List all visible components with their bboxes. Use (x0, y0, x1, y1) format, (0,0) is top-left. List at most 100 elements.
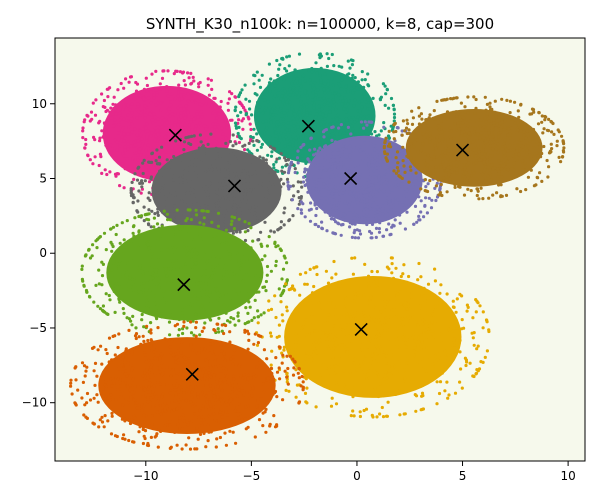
cluster-point (269, 269, 273, 273)
cluster-point (389, 208, 394, 212)
cluster-point (287, 64, 291, 68)
cluster-point (235, 168, 239, 172)
cluster-point (299, 208, 303, 212)
cluster-point (395, 166, 399, 170)
cluster-point (400, 183, 404, 187)
cluster-point (301, 123, 305, 127)
cluster-point (152, 145, 156, 149)
cluster-point (520, 159, 525, 163)
cluster-point (506, 160, 510, 164)
cluster-point (515, 140, 519, 144)
cluster-point (456, 121, 460, 125)
cluster-point (388, 379, 392, 383)
cluster-point (293, 340, 297, 344)
cluster-point (394, 156, 398, 160)
cluster-point (467, 119, 472, 123)
cluster-point (135, 133, 139, 137)
cluster-point (488, 181, 492, 186)
cluster-point (377, 333, 381, 337)
cluster-point (238, 230, 242, 234)
cluster-point (363, 78, 367, 82)
cluster-point (242, 241, 246, 245)
cluster-point (433, 354, 437, 358)
cluster-point (309, 358, 313, 362)
cluster-point (100, 171, 104, 175)
cluster-point (158, 300, 162, 304)
cluster-point (486, 165, 491, 169)
cluster-point (368, 107, 372, 111)
cluster-point (192, 309, 196, 313)
cluster-point (299, 195, 303, 199)
cluster-point (280, 56, 285, 60)
cluster-point (341, 188, 346, 192)
cluster-point (306, 132, 310, 136)
cluster-point (339, 214, 343, 218)
cluster-point (227, 274, 231, 278)
cluster-point (271, 113, 275, 117)
cluster-point (436, 358, 440, 362)
cluster-point (414, 350, 418, 354)
cluster-point (249, 188, 253, 192)
cluster-point (196, 310, 200, 314)
cluster-point (339, 87, 344, 91)
cluster-point (239, 110, 243, 114)
cluster-point (277, 67, 281, 71)
cluster-point (217, 196, 222, 200)
cluster-point (110, 242, 114, 246)
cluster-point (191, 169, 195, 173)
cluster-point (172, 155, 176, 159)
cluster-point (222, 158, 226, 162)
cluster-point (384, 370, 388, 374)
cluster-point (422, 159, 426, 163)
cluster-point (274, 160, 278, 164)
cluster-point (226, 108, 230, 112)
cluster-point (378, 345, 383, 349)
cluster-point (167, 258, 171, 262)
cluster-point (169, 100, 173, 104)
cluster-point (98, 152, 102, 156)
cluster-point (159, 231, 163, 235)
cluster-point (414, 320, 418, 324)
cluster-point (365, 222, 369, 227)
cluster-point (353, 88, 357, 92)
cluster-point (392, 115, 397, 120)
cluster-point (352, 136, 356, 140)
cluster-point (283, 74, 287, 78)
cluster-point (144, 303, 148, 307)
cluster-point (330, 134, 335, 138)
cluster-point (230, 198, 234, 202)
cluster-point (487, 119, 491, 123)
cluster-point (333, 232, 338, 236)
cluster-point (160, 296, 164, 300)
cluster-point (411, 188, 415, 192)
cluster-point (315, 71, 319, 75)
cluster-point (331, 148, 335, 152)
cluster-point (322, 135, 326, 139)
cluster-point (198, 333, 202, 337)
cluster-point (206, 193, 210, 197)
cluster-point (115, 148, 119, 152)
cluster-point (441, 160, 445, 164)
cluster-point (224, 141, 228, 145)
cluster-point (351, 210, 355, 214)
cluster-point (338, 198, 342, 202)
cluster-point (405, 357, 409, 361)
cluster-point (309, 144, 313, 148)
cluster-point (292, 319, 296, 324)
cluster-point (190, 206, 194, 210)
cluster-point (223, 168, 227, 172)
cluster-point (304, 102, 309, 106)
cluster-point (164, 194, 168, 198)
cluster-point (358, 145, 362, 149)
cluster-point (234, 105, 238, 109)
cluster-point (326, 83, 330, 87)
cluster-point (477, 158, 482, 162)
cluster-point (426, 182, 430, 186)
cluster-point (392, 308, 397, 312)
cluster-point (349, 120, 353, 124)
cluster-point (471, 140, 475, 144)
cluster-point (334, 381, 338, 385)
cluster-point (384, 136, 388, 140)
cluster-point (517, 115, 521, 119)
cluster-point (252, 316, 256, 320)
